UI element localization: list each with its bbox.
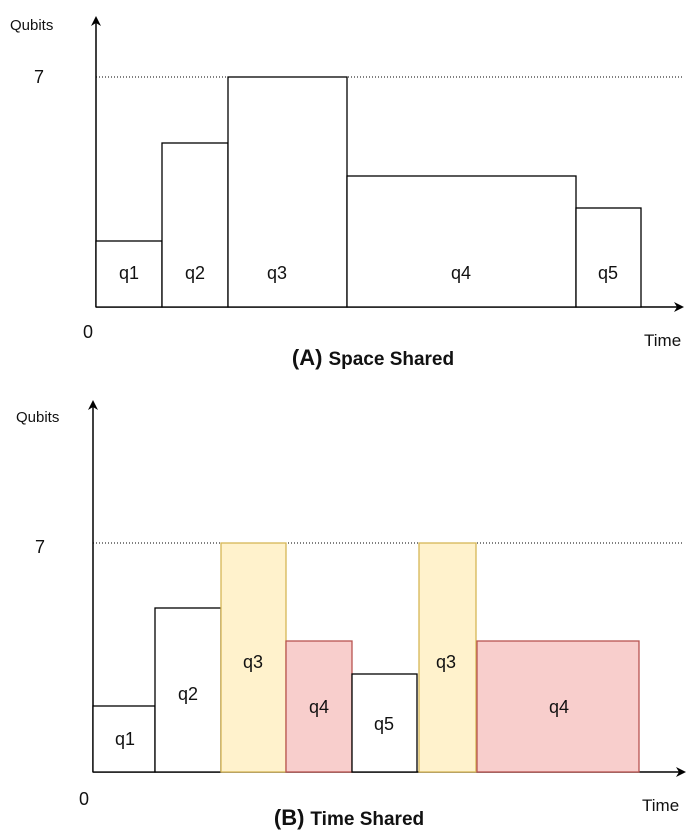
block-q4-b-first xyxy=(285,640,353,773)
block-label-q4-a: q4 xyxy=(451,263,471,283)
caption-prefix-b: (B) xyxy=(274,805,305,830)
block-q3-b-first xyxy=(220,542,287,773)
block-label-q4-b-second: q4 xyxy=(549,697,569,717)
block-q2-b xyxy=(154,607,222,773)
y-axis-label-b: Qubits xyxy=(16,409,59,426)
x-axis-label-b: Time xyxy=(642,796,679,815)
y-axis-label-a: Qubits xyxy=(10,17,53,34)
block-label-q2-a: q2 xyxy=(185,263,205,283)
caption-prefix-a: (A) xyxy=(292,345,323,370)
block-q5-a xyxy=(575,207,642,308)
block-q4-b-second xyxy=(476,640,640,773)
block-q3-b-second xyxy=(418,542,477,773)
block-label-q1-a: q1 xyxy=(119,263,139,283)
block-label-q5-b: q5 xyxy=(374,714,394,734)
block-label-q3-b-first: q3 xyxy=(243,652,263,672)
block-q3-a xyxy=(227,76,348,308)
block-q5-b xyxy=(351,673,418,773)
origin-label-a: 0 xyxy=(83,322,93,342)
block-label-q4-b-first: q4 xyxy=(309,697,329,717)
panel-a: Qubits 7 0 Time q1 q2 q3 q4 q5 (A) Space … xyxy=(10,16,684,370)
capacity-label-a: 7 xyxy=(34,67,44,87)
caption-text-a: Space Shared xyxy=(328,349,454,370)
caption-text-b: Time Shared xyxy=(310,809,424,830)
block-q2-a xyxy=(161,142,229,308)
origin-label-b: 0 xyxy=(79,789,89,809)
block-q1-a xyxy=(95,240,163,308)
block-q4-a xyxy=(346,175,577,308)
block-label-q5-a: q5 xyxy=(598,263,618,283)
x-axis-label-a: Time xyxy=(644,331,681,350)
panel-b: Qubits 7 0 Time q1 q2 q3 q4 q5 q3 q4 (B)… xyxy=(16,400,686,830)
block-label-q3-a: q3 xyxy=(267,263,287,283)
caption-b: (B) Time Shared xyxy=(274,805,424,830)
capacity-label-b: 7 xyxy=(35,537,45,557)
caption-a: (A) Space Shared xyxy=(292,345,454,370)
block-label-q3-b-second: q3 xyxy=(436,652,456,672)
block-label-q2-b: q2 xyxy=(178,684,198,704)
block-label-q1-b: q1 xyxy=(115,729,135,749)
